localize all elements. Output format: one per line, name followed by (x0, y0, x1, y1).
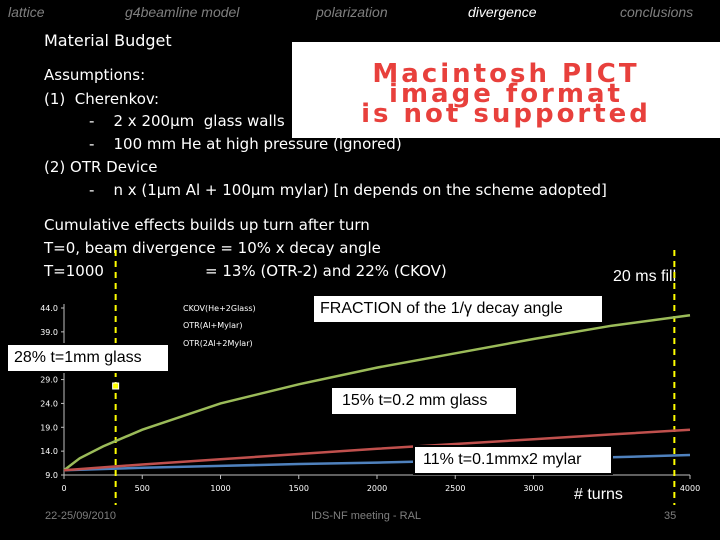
slide-title: Material Budget (44, 31, 172, 50)
pict-line: image format (389, 79, 623, 109)
pict-line: Macintosh PICT (372, 59, 640, 89)
otr-item: - n x (1μm Al + 100μm mylar) [n depends … (89, 181, 607, 199)
t1000-value: = 13% (OTR-2) and 22% (CKOV) (205, 262, 447, 280)
otr-heading: (2) OTR Device (44, 158, 158, 176)
fraction-callout: FRACTION of the 1/γ decay angle (312, 294, 604, 324)
series-otr-2al-2mylar-line (63, 428, 691, 472)
series-ckov-line (63, 313, 691, 472)
x-tick-label: 1000 (210, 484, 230, 493)
pict-line: is not supported (361, 99, 651, 129)
nav-item-conclusions[interactable]: conclusions (620, 4, 694, 20)
legend-otr-2al-2mylar: OTR(2Al+2Mylar) (183, 339, 253, 348)
mylar-callout: 11% t=0.1mmx2 mylar (413, 445, 613, 475)
t0-line: T=0, beam divergence = 10% x decay angle (44, 239, 381, 257)
y-tick-label: 14.0 (40, 447, 58, 456)
cumulative-line: Cumulative effects builds up turn after … (44, 216, 370, 234)
marker-point (112, 382, 120, 390)
y-tick-label: 29.0 (40, 376, 58, 385)
cherenkov-item-helium: - 100 mm He at high pressure (ignored) (89, 135, 402, 153)
y-tick-label: 24.0 (40, 399, 58, 408)
x-tick-label: 1500 (289, 484, 309, 493)
cherenkov-item-glass: - 2 x 200μm glass walls (89, 112, 285, 130)
x-tick-label: 0 (61, 484, 66, 493)
pict-placeholder-image: Macintosh PICT image format is not suppo… (292, 42, 720, 138)
y-tick-label: 19.0 (40, 423, 58, 432)
page-number: 35 (664, 510, 677, 522)
nav-item-polarization[interactable]: polarization (316, 4, 388, 20)
glass-02mm-callout: 15% t=0.2 mm glass (330, 386, 518, 416)
footer-date: 22-25/09/2010 (45, 510, 116, 522)
y-tick-label: 44.0 (40, 304, 58, 313)
x-tick-label: 500 (135, 484, 150, 493)
turns-label: # turns (574, 486, 623, 503)
y-tick-label: 9.0 (45, 471, 58, 480)
footer-meeting: IDS-NF meeting - RAL (311, 510, 422, 522)
nav-item-divergence[interactable]: divergence (468, 4, 537, 20)
assumptions-heading: Assumptions: (44, 66, 146, 84)
legend-otr-al-mylar: OTR(Al+Mylar) (183, 321, 242, 330)
x-tick-label: 2500 (445, 484, 465, 493)
x-tick-label: 4000 (680, 484, 700, 493)
x-tick-label: 3000 (523, 484, 543, 493)
t1000-label: T=1000 (44, 262, 104, 280)
nav-item-lattice[interactable]: lattice (8, 4, 45, 20)
x-tick-label: 2000 (367, 484, 387, 493)
fill-label: 20 ms fill (613, 268, 677, 285)
glass-1mm-callout: 28% t=1mm glass (6, 343, 170, 373)
legend-ckov: CKOV(He+2Glass) (183, 304, 256, 313)
nav-item-g4beamline-model[interactable]: g4beamline model (125, 4, 240, 20)
cherenkov-heading: (1) Cherenkov: (44, 90, 160, 108)
y-tick-label: 39.0 (40, 328, 58, 337)
